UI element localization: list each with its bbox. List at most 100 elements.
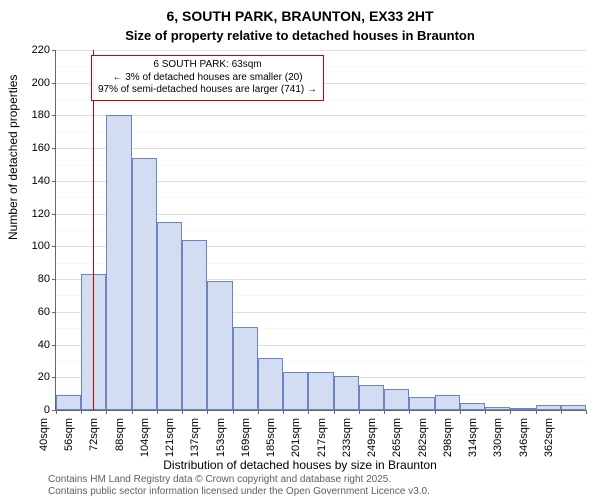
y-tick-label: 80 [10,273,50,285]
x-tick-label: 137sqm [189,418,201,457]
x-tick [536,410,537,414]
y-tick [52,345,56,346]
annotation-title: 6 SOUTH PARK: 63sqm [98,59,317,72]
grid-minor [56,132,586,133]
property-marker-line [93,50,94,410]
y-tick-label: 160 [10,142,50,154]
y-tick [52,148,56,149]
y-tick-label: 200 [10,77,50,89]
y-tick-label: 60 [10,306,50,318]
x-tick [157,410,158,414]
x-tick [81,410,82,414]
y-tick-label: 40 [10,339,50,351]
x-tick-label: 104sqm [139,418,151,457]
chart-subtitle: Size of property relative to detached ho… [0,28,600,43]
plot-area: 40sqm56sqm72sqm88sqm104sqm121sqm137sqm15… [55,50,586,411]
x-tick [460,410,461,414]
histogram-bar [359,385,384,410]
y-tick-label: 180 [10,109,50,121]
x-tick-label: 72sqm [88,418,100,451]
histogram-bar [258,358,283,410]
histogram-bar [106,115,131,410]
chart-title: 6, SOUTH PARK, BRAUNTON, EX33 2HT [0,8,600,24]
x-tick-label: 314sqm [467,418,479,457]
x-tick [561,410,562,414]
x-tick [106,410,107,414]
footnote-line-1: Contains HM Land Registry data © Crown c… [48,474,430,486]
histogram-bar [435,395,460,410]
x-tick-label: 40sqm [38,418,50,451]
histogram-bar [561,405,586,410]
x-tick [56,410,57,414]
y-tick-label: 100 [10,240,50,252]
x-tick-label: 282sqm [417,418,429,457]
x-tick-label: 201sqm [290,418,302,457]
x-tick [409,410,410,414]
x-tick [308,410,309,414]
grid-major [56,50,586,51]
histogram-bar [460,403,485,410]
histogram-bar [485,407,510,410]
histogram-bar [233,327,258,410]
grid-major [56,115,586,116]
histogram-bar [56,395,81,410]
y-tick [52,50,56,51]
y-tick [52,181,56,182]
histogram-bar [334,376,359,410]
x-tick [510,410,511,414]
x-tick-label: 298sqm [442,418,454,457]
y-tick [52,246,56,247]
y-tick [52,83,56,84]
y-tick-label: 140 [10,175,50,187]
histogram-bar [283,372,308,410]
x-tick [384,410,385,414]
x-tick [586,410,587,414]
x-tick [182,410,183,414]
histogram-bar [536,405,561,410]
x-tick [258,410,259,414]
x-tick-label: 88sqm [114,418,126,451]
y-tick [52,279,56,280]
y-tick [52,312,56,313]
x-tick [233,410,234,414]
x-tick-label: 153sqm [215,418,227,457]
y-tick [52,377,56,378]
histogram-bar [132,158,157,410]
x-tick [359,410,360,414]
x-tick [485,410,486,414]
x-tick-label: 169sqm [240,418,252,457]
x-tick-label: 185sqm [265,418,277,457]
x-tick [132,410,133,414]
x-tick [207,410,208,414]
x-tick-label: 346sqm [518,418,530,457]
grid-major [56,148,586,149]
x-tick-label: 217sqm [316,418,328,457]
y-tick [52,115,56,116]
histogram-bar [81,274,106,410]
footnote: Contains HM Land Registry data © Crown c… [48,474,430,498]
x-tick [435,410,436,414]
annotation-line-larger: 97% of semi-detached houses are larger (… [98,84,317,97]
histogram-bar [207,281,232,410]
x-tick-label: 233sqm [341,418,353,457]
histogram-bar [182,240,207,410]
x-tick-label: 121sqm [164,418,176,457]
x-tick-label: 330sqm [492,418,504,457]
y-tick-label: 20 [10,371,50,383]
x-tick-label: 249sqm [366,418,378,457]
y-tick [52,214,56,215]
x-tick-label: 265sqm [391,418,403,457]
x-axis-label: Distribution of detached houses by size … [0,458,600,472]
x-tick [334,410,335,414]
annotation-box: 6 SOUTH PARK: 63sqm← 3% of detached hous… [91,55,324,101]
chart-container: 6, SOUTH PARK, BRAUNTON, EX33 2HT Size o… [0,0,600,500]
histogram-bar [510,408,535,410]
y-tick-label: 0 [10,404,50,416]
histogram-bar [308,372,333,410]
histogram-bar [157,222,182,410]
x-tick-label: 362sqm [543,418,555,457]
x-tick-label: 56sqm [63,418,75,451]
x-tick [283,410,284,414]
y-tick-label: 220 [10,44,50,56]
histogram-bar [409,397,434,410]
